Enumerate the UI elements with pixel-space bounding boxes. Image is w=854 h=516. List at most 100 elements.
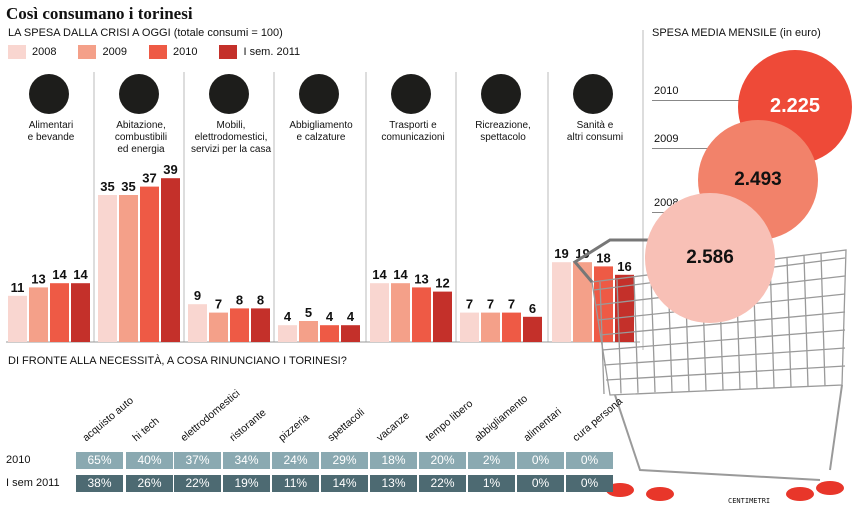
bar-value-label: 7: [487, 297, 494, 312]
bar: [460, 312, 479, 342]
table-cell: 1%: [468, 475, 515, 492]
cart-wheel: [786, 487, 814, 501]
table-cell: 40%: [126, 452, 173, 469]
bar: [8, 295, 27, 342]
category-label-line: Mobili,: [216, 120, 246, 131]
category-label-line: Trasporti e: [389, 120, 437, 131]
bar-value-label: 12: [435, 276, 449, 291]
bar-value-label: 16: [617, 259, 631, 274]
bar-value-label: 8: [257, 292, 264, 307]
table-cell: 24%: [272, 452, 319, 469]
category-label-line: Abbigliamento: [289, 120, 353, 131]
cart-wheel: [646, 487, 674, 501]
table-cell: 22%: [419, 475, 466, 492]
bar-value-label: 19: [554, 246, 568, 261]
category-label-line: comunicazioni: [381, 132, 445, 143]
bar: [573, 262, 592, 342]
medical-cross-icon: [573, 74, 613, 114]
credit-text: CENTIMETRI: [728, 497, 771, 505]
table-cell: 0%: [517, 452, 564, 469]
page-title: Così consumano i torinesi: [6, 4, 193, 23]
category-label-line: Ricreazione,: [475, 120, 531, 131]
category-label-line: servizi per la casa: [190, 144, 272, 155]
table-cell: 11%: [272, 475, 319, 492]
category-label: Sanità e altri consumi: [550, 120, 640, 144]
cart-wheel: [606, 483, 634, 497]
category-label: Abitazione, combustibili ed energia: [96, 120, 186, 156]
cart-wire: [820, 253, 826, 387]
table-cell: 26%: [126, 475, 173, 492]
bar-value-label: 13: [31, 271, 45, 286]
bubble: 2.586: [645, 193, 775, 323]
category-label-line: combustibili: [114, 132, 168, 143]
bubble-chart-title: SPESA MEDIA MENSILE (in euro): [652, 27, 821, 39]
cart-wire: [605, 365, 846, 381]
table-cell: 13%: [370, 475, 417, 492]
bar-value-label: 35: [100, 179, 114, 194]
cart-wire: [599, 281, 605, 395]
table-cell: 65%: [76, 452, 123, 469]
plug-icon: [119, 74, 159, 114]
table-cell: 2%: [468, 452, 515, 469]
bar-value-label: 13: [414, 271, 428, 286]
bar: [391, 283, 410, 342]
table-cell: 0%: [566, 475, 613, 492]
category-label-line: spettacolo: [480, 132, 526, 143]
shoe-icon: [299, 74, 339, 114]
bar-value-label: 35: [121, 179, 135, 194]
legend-label-2009: 2009: [102, 46, 127, 58]
bar: [370, 283, 389, 342]
bar: [209, 312, 228, 342]
cart-wire: [803, 255, 809, 387]
legend-swatch-2011: [219, 45, 238, 59]
category-label-line: elettrodomestici,: [194, 132, 268, 143]
bar: [230, 308, 249, 342]
category-label: Alimentari e bevande: [6, 120, 96, 144]
category-label-line: Abitazione,: [116, 120, 166, 131]
bubble-value: 2.586: [686, 247, 734, 268]
table-row-label: 2010: [6, 454, 31, 466]
bar: [341, 325, 360, 342]
category-label: Abbigliamento e calzature: [276, 120, 366, 144]
legend-label-2008: 2008: [32, 46, 57, 58]
table-cell: 38%: [76, 475, 123, 492]
bar: [119, 195, 138, 342]
bar: [188, 304, 207, 342]
cart-wire: [633, 277, 639, 393]
bar-value-label: 14: [393, 267, 408, 282]
cart-frame: [614, 384, 843, 481]
category-label-line: ed energia: [117, 144, 165, 155]
washing-machine-icon: [209, 74, 249, 114]
table-cell: 14%: [321, 475, 368, 492]
bar: [481, 312, 500, 342]
bar-value-label: 4: [347, 309, 355, 324]
bar-value-label: 14: [73, 267, 88, 282]
table-cell: 19%: [223, 475, 270, 492]
bar-value-label: 18: [596, 250, 610, 265]
table-cell: 18%: [370, 452, 417, 469]
bar-value-label: 7: [508, 297, 515, 312]
bar: [140, 186, 159, 342]
bubble-year-label: 2009: [654, 133, 679, 145]
category-label: Trasporti e comunicazioni: [368, 120, 458, 144]
bar: [50, 283, 69, 342]
bar-value-label: 4: [284, 309, 292, 324]
cart-wire: [599, 311, 846, 336]
category-label-line: Alimentari: [28, 120, 74, 131]
table-title: DI FRONTE ALLA NECESSITÀ, A COSA RINUNCI…: [8, 355, 347, 367]
bar: [251, 308, 270, 342]
bar: [71, 283, 90, 342]
bar-value-label: 39: [163, 162, 177, 177]
bar-value-label: 8: [236, 292, 243, 307]
bar: [161, 178, 180, 342]
cart-wire: [616, 279, 622, 394]
theater-masks-icon: [481, 74, 521, 114]
table-cell: 34%: [223, 452, 270, 469]
bus-icon: [391, 74, 431, 114]
bottle-icon: [29, 74, 69, 114]
bubble-leader-line: [652, 148, 748, 149]
table-row-label: I sem 2011: [6, 477, 60, 489]
bar: [278, 325, 297, 342]
cart-wire: [786, 257, 792, 388]
bar-value-label: 6: [529, 301, 536, 316]
